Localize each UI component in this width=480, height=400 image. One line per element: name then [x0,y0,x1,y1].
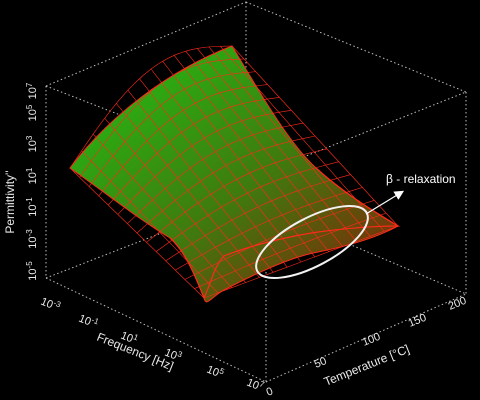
beta-relaxation-annotation: β - relaxation [255,172,456,280]
z-tick-label: 10-1 [25,197,39,217]
z-tick-label: 105 [25,104,39,121]
mesh-line-temperature [220,46,385,232]
surface-mesh [69,45,399,299]
z-tick-label: 10-5 [25,261,39,281]
box-edge [45,277,267,383]
mesh-line-temperature [162,61,316,258]
mesh-line-temperature [150,68,302,263]
y-axis-label: Temperature [°C] [322,342,411,389]
y-tick-label: 0 [265,385,275,398]
mesh-line-temperature [92,133,232,288]
z-axis-label: Permittivity'' [3,170,17,233]
y-tick-label: 50 [313,355,329,371]
mesh-line-temperature [69,167,205,299]
beta-relaxation-arrow [365,190,405,215]
mesh-line-temperature [81,150,219,294]
x-tick-label: 105 [205,362,226,381]
y-tick-label: 150 [407,312,429,330]
x-axis-ticks: 10-3 10-1 101 103 105 107 [39,294,266,394]
z-tick-label: 107 [25,82,39,99]
mesh-line-temperature [127,90,274,273]
box-edge [245,1,467,93]
z-tick-label: 101 [25,167,39,184]
box-edge [265,293,467,383]
y-axis-ticks: 0 50 100 150 200 [265,295,469,399]
mesh-line-temperature [231,45,399,227]
surface [69,45,401,303]
box-edge [45,1,247,87]
x-tick-label: 10-3 [39,294,63,314]
x-tick-label: 10-1 [77,311,101,331]
x-tick-label: 103 [163,345,184,364]
mesh-line-temperature [139,78,288,268]
x-tick-label: 101 [119,328,140,347]
y-tick-label: 200 [447,295,469,313]
z-tick-label: 10-3 [25,229,39,249]
mesh-line-temperature [208,46,371,237]
y-tick-label: 100 [361,331,383,349]
x-tick-label: 107 [245,375,266,394]
mesh-line-temperature [104,118,246,283]
z-tick-label: 103 [25,135,39,152]
z-axis-ticks: 10-5 10-3 10-1 101 103 105 107 [25,82,39,281]
beta-relaxation-label: β - relaxation [386,172,456,186]
mesh-line-temperature [116,103,260,278]
surface-front-lip [169,167,401,300]
surface-face [69,45,400,303]
